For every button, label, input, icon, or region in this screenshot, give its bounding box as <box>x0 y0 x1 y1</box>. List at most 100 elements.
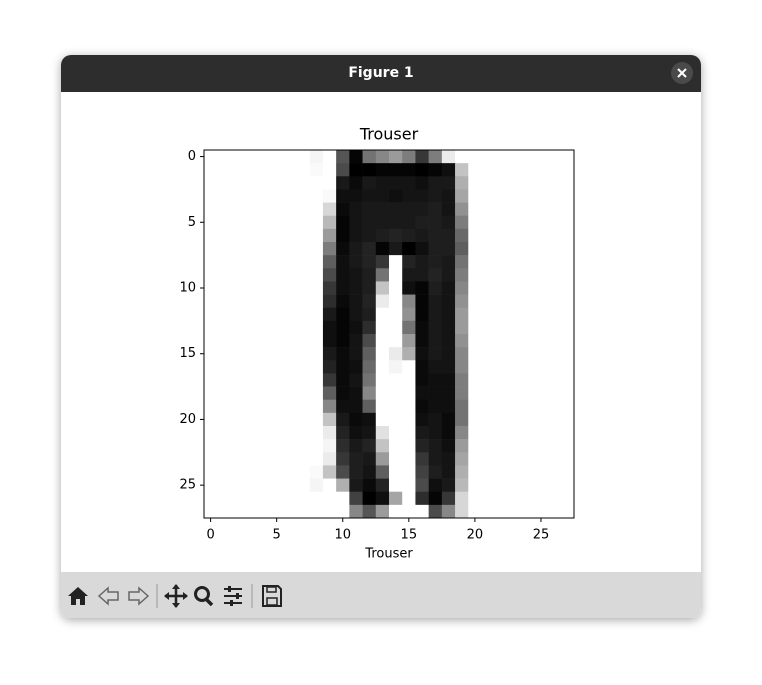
pixel <box>560 412 575 427</box>
pixel <box>468 242 482 256</box>
pixel <box>256 189 271 203</box>
pixel <box>481 360 496 374</box>
pixel <box>230 307 244 322</box>
pixel <box>468 268 482 282</box>
pixel <box>230 202 244 217</box>
pixel <box>534 478 548 493</box>
pixel <box>322 163 337 177</box>
pixel <box>481 228 496 243</box>
pixel <box>283 228 297 243</box>
save-button[interactable] <box>262 585 282 607</box>
pixel <box>521 294 535 309</box>
pixel <box>270 465 284 479</box>
pan-button[interactable] <box>164 584 188 608</box>
pixel <box>336 347 350 361</box>
pixel <box>521 307 535 322</box>
pixel <box>547 255 562 269</box>
pixel <box>402 334 416 348</box>
pixel <box>455 307 469 322</box>
pixel <box>415 334 429 348</box>
pixel <box>534 439 548 453</box>
pixel <box>256 439 271 453</box>
pixel <box>521 360 535 374</box>
pixel <box>322 215 337 230</box>
pixel <box>468 189 482 203</box>
pixel <box>362 242 377 256</box>
pixel <box>534 189 548 203</box>
pixel <box>336 373 350 387</box>
pixel <box>507 189 522 203</box>
pixel <box>481 386 496 401</box>
pixel <box>349 268 363 282</box>
pixel <box>256 412 271 427</box>
pixel <box>243 347 258 361</box>
pixel <box>349 504 363 519</box>
pixel <box>349 360 363 374</box>
pixel <box>296 320 311 335</box>
pixel <box>375 215 390 230</box>
close-button[interactable] <box>671 62 693 84</box>
pixel <box>283 255 297 269</box>
pixel <box>521 386 535 401</box>
pixel <box>547 478 562 493</box>
pixel <box>336 360 350 374</box>
pixel <box>415 307 429 322</box>
pixel <box>270 504 284 519</box>
pixel <box>204 373 218 387</box>
pixel <box>547 163 562 177</box>
pixel <box>322 478 337 493</box>
pixel <box>309 373 324 387</box>
pixel <box>402 412 416 427</box>
pixel <box>309 242 324 256</box>
pixel <box>283 176 297 190</box>
pixel <box>270 334 284 348</box>
pixel <box>521 150 535 164</box>
pixel <box>494 360 509 374</box>
pixel <box>362 347 377 361</box>
pixel <box>309 439 324 453</box>
pixel <box>349 426 363 440</box>
pixel <box>256 281 271 295</box>
pixel <box>204 281 218 295</box>
pixel <box>375 242 390 256</box>
pixel <box>309 268 324 282</box>
pixel <box>468 373 482 387</box>
pixel <box>375 504 390 519</box>
pixel <box>322 242 337 256</box>
pixel <box>256 228 271 243</box>
zoom-button[interactable] <box>194 586 214 607</box>
pixel <box>230 294 244 309</box>
pixel <box>217 347 231 361</box>
pixel <box>455 281 469 295</box>
back-button[interactable] <box>97 586 119 606</box>
pixel <box>494 386 509 401</box>
pixel <box>230 373 244 387</box>
pixel <box>256 150 271 164</box>
pixel <box>256 478 271 493</box>
pixel <box>204 504 218 519</box>
pixel <box>336 334 350 348</box>
pixel <box>507 242 522 256</box>
pixel <box>204 478 218 493</box>
pixel <box>468 478 482 493</box>
pixel <box>296 465 311 479</box>
pixel <box>428 163 443 177</box>
pixel <box>270 373 284 387</box>
pixel <box>521 215 535 230</box>
pixel <box>415 399 429 414</box>
pixel <box>336 307 350 322</box>
window-title: Figure 1 <box>348 65 413 81</box>
pixel <box>336 215 350 230</box>
forward-button[interactable] <box>128 586 150 606</box>
pixel <box>468 439 482 453</box>
configure-button[interactable] <box>224 586 242 606</box>
pixel <box>336 465 350 479</box>
pixel <box>375 228 390 243</box>
pixel <box>230 268 244 282</box>
home-button[interactable] <box>68 587 88 605</box>
pixel <box>256 242 271 256</box>
pixel <box>547 150 562 164</box>
pixel <box>441 320 456 335</box>
pixel <box>322 150 337 164</box>
pixel <box>428 347 443 361</box>
